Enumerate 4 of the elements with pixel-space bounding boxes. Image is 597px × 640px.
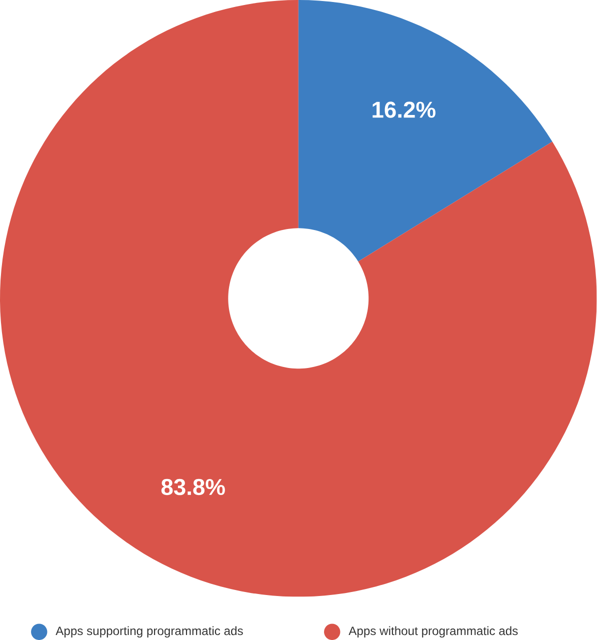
data-label: 83.8% — [162, 478, 226, 496]
legend-label: Apps supporting programmatic ads — [56, 626, 244, 638]
legend-label: Apps without programmatic ads — [348, 626, 518, 638]
data-label: 16.2% — [372, 102, 436, 118]
